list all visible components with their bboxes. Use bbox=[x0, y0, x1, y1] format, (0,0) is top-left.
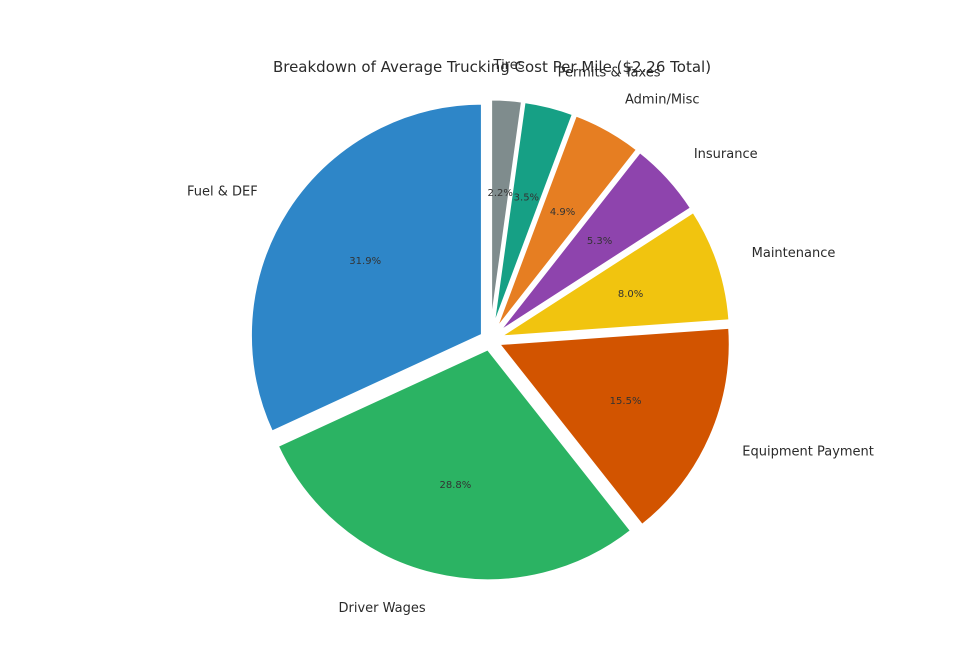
slice-percent-insurance: 5.3% bbox=[587, 236, 612, 247]
pie-labels: Fuel & DEF 31.9% Driver Wages 28.8% Equipmen… bbox=[187, 58, 874, 616]
slice-label-insurance: Insurance bbox=[694, 147, 758, 162]
pie-slice-insurance bbox=[495, 149, 694, 336]
slice-label-permits-taxes: Permits & Taxes bbox=[558, 66, 661, 81]
pie-slice-equipment-payment bbox=[495, 325, 732, 528]
pie-slices bbox=[248, 97, 732, 583]
slice-percent-tires: 2.2% bbox=[488, 188, 513, 199]
chart-title: Breakdown of Average Trucking Cost Per M… bbox=[273, 58, 711, 76]
slice-percent-permits-taxes: 3.5% bbox=[514, 192, 539, 203]
slice-label-tires: Tires bbox=[493, 58, 525, 73]
slice-label-driver-wages: Driver Wages bbox=[339, 601, 426, 616]
slice-percent-driver-wages: 28.8% bbox=[440, 480, 472, 491]
slice-label-equipment-payment: Equipment Payment bbox=[742, 444, 874, 459]
slice-percent-maintenance: 8.0% bbox=[618, 289, 643, 300]
pie-slice-driver-wages bbox=[275, 346, 634, 583]
slice-label-maintenance: Maintenance bbox=[752, 246, 836, 261]
slice-label-fuel-def: Fuel & DEF bbox=[187, 184, 258, 199]
slice-percent-equipment-payment: 15.5% bbox=[610, 396, 642, 407]
slice-percent-fuel-def: 31.9% bbox=[349, 256, 381, 267]
pie-slice-maintenance bbox=[497, 209, 732, 339]
slice-percent-admin-misc: 4.9% bbox=[550, 207, 575, 218]
pie-slice-tires bbox=[489, 97, 525, 332]
pie-slice-admin-misc bbox=[493, 112, 640, 334]
slice-label-admin-misc: Admin/Misc bbox=[625, 93, 700, 108]
pie-slice-fuel-def bbox=[248, 101, 484, 435]
pie-slice-permits-taxes bbox=[490, 99, 576, 332]
